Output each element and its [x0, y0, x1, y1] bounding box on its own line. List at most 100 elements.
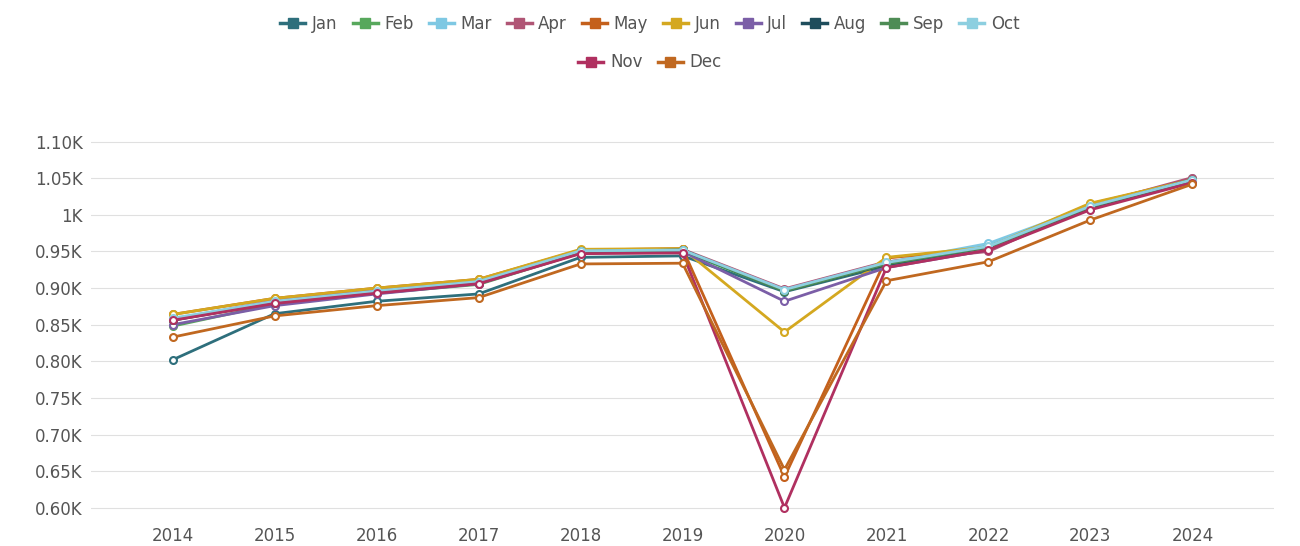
Jan: [471, 290, 486, 297]
Jul: [879, 264, 894, 271]
May: [165, 311, 181, 318]
Oct: [879, 259, 894, 266]
Aug: [980, 244, 996, 251]
Oct: [573, 247, 589, 254]
Sep: [369, 288, 385, 295]
Sep: [879, 260, 894, 267]
Oct: [165, 315, 181, 322]
Sep: [573, 248, 589, 255]
Dec: [980, 258, 996, 265]
Feb: [1083, 204, 1098, 211]
Jan: [369, 298, 385, 305]
Jun: [1083, 200, 1098, 206]
Line: May: May: [169, 176, 1196, 480]
Aug: [573, 248, 589, 255]
Feb: [1184, 176, 1200, 183]
Aug: [369, 288, 385, 295]
Jul: [776, 298, 792, 305]
Mar: [1083, 203, 1098, 209]
Jan: [879, 263, 894, 269]
Dec: [675, 260, 690, 266]
May: [266, 295, 282, 301]
Apr: [776, 286, 792, 292]
Oct: [776, 286, 792, 293]
Nov: [165, 317, 181, 324]
Line: Sep: Sep: [169, 176, 1196, 323]
Jun: [266, 295, 282, 301]
Apr: [1184, 174, 1200, 181]
Jun: [573, 246, 589, 253]
Jun: [369, 285, 385, 292]
Line: Oct: Oct: [169, 176, 1196, 322]
Nov: [573, 251, 589, 257]
Aug: [1184, 176, 1200, 183]
Dec: [573, 260, 589, 267]
Jan: [980, 243, 996, 250]
Jul: [675, 248, 690, 255]
Jan: [165, 357, 181, 363]
Dec: [266, 313, 282, 319]
Jul: [573, 250, 589, 256]
Feb: [675, 248, 690, 255]
Apr: [165, 316, 181, 323]
Nov: [879, 264, 894, 271]
Nov: [369, 290, 385, 296]
Aug: [471, 280, 486, 286]
May: [1184, 176, 1200, 183]
Oct: [980, 243, 996, 250]
Nov: [776, 505, 792, 511]
Feb: [573, 250, 589, 256]
Line: Apr: Apr: [169, 174, 1196, 323]
May: [879, 255, 894, 262]
Sep: [1083, 204, 1098, 210]
Jun: [1184, 176, 1200, 183]
Line: Jan: Jan: [169, 176, 1196, 363]
Mar: [471, 279, 486, 286]
Dec: [369, 302, 385, 309]
Mar: [980, 240, 996, 247]
Legend: Nov, Dec: Nov, Dec: [572, 46, 728, 78]
Sep: [471, 279, 486, 286]
Line: Aug: Aug: [169, 176, 1196, 324]
Oct: [1184, 176, 1200, 183]
Mar: [573, 248, 589, 255]
Sep: [675, 247, 690, 253]
Nov: [1083, 206, 1098, 213]
Mar: [369, 288, 385, 294]
Jan: [266, 311, 282, 317]
Aug: [776, 288, 792, 294]
Feb: [471, 281, 486, 288]
Jul: [369, 290, 385, 297]
Jul: [980, 247, 996, 253]
Feb: [369, 290, 385, 296]
Apr: [980, 248, 996, 255]
Apr: [369, 287, 385, 294]
Apr: [879, 258, 894, 265]
Line: Nov: Nov: [169, 179, 1196, 511]
Dec: [1083, 217, 1098, 223]
Dec: [776, 466, 792, 473]
May: [1083, 200, 1098, 207]
Apr: [675, 246, 690, 253]
Jul: [165, 322, 181, 328]
Feb: [980, 242, 996, 248]
Apr: [1083, 202, 1098, 209]
Jun: [675, 245, 690, 252]
Dec: [471, 294, 486, 301]
May: [471, 276, 486, 283]
Mar: [1184, 175, 1200, 182]
Feb: [165, 323, 181, 329]
Jan: [1184, 176, 1200, 183]
Nov: [675, 250, 690, 256]
Aug: [675, 247, 690, 253]
Feb: [776, 288, 792, 294]
Line: Feb: Feb: [169, 176, 1196, 330]
Feb: [879, 262, 894, 268]
Sep: [266, 299, 282, 305]
Apr: [266, 297, 282, 304]
Mar: [165, 317, 181, 324]
Jul: [1083, 204, 1098, 211]
Mar: [879, 259, 894, 266]
Legend: Jan, Feb, Mar, Apr, May, Jun, Jul, Aug, Sep, Oct: Jan, Feb, Mar, Apr, May, Jun, Jul, Aug, …: [274, 8, 1026, 40]
Jan: [573, 254, 589, 260]
